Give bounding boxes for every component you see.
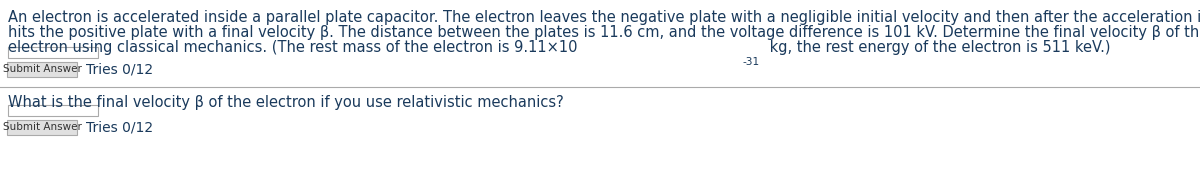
Bar [8,47,98,58]
FancyBboxPatch shape [7,120,77,135]
Text: Submit Answer: Submit Answer [2,64,82,75]
Text: Submit Answer: Submit Answer [2,122,82,133]
Text: hits the positive plate with a final velocity β. The distance between the plates: hits the positive plate with a final vel… [8,25,1200,40]
Text: -31: -31 [743,57,760,68]
Text: Tries 0/12: Tries 0/12 [86,121,154,135]
Text: What is the final velocity β of the electron if you use relativistic mechanics?: What is the final velocity β of the elec… [8,95,564,110]
Text: electron using classical mechanics. (The rest mass of the electron is 9.11×10: electron using classical mechanics. (The… [8,40,577,55]
FancyBboxPatch shape [7,62,77,77]
Text: Tries 0/12: Tries 0/12 [86,62,154,76]
Text: An electron is accelerated inside a parallel plate capacitor. The electron leave: An electron is accelerated inside a para… [8,10,1200,25]
Text: kg, the rest energy of the electron is 511 keV.): kg, the rest energy of the electron is 5… [764,40,1110,55]
Bar [8,105,98,116]
